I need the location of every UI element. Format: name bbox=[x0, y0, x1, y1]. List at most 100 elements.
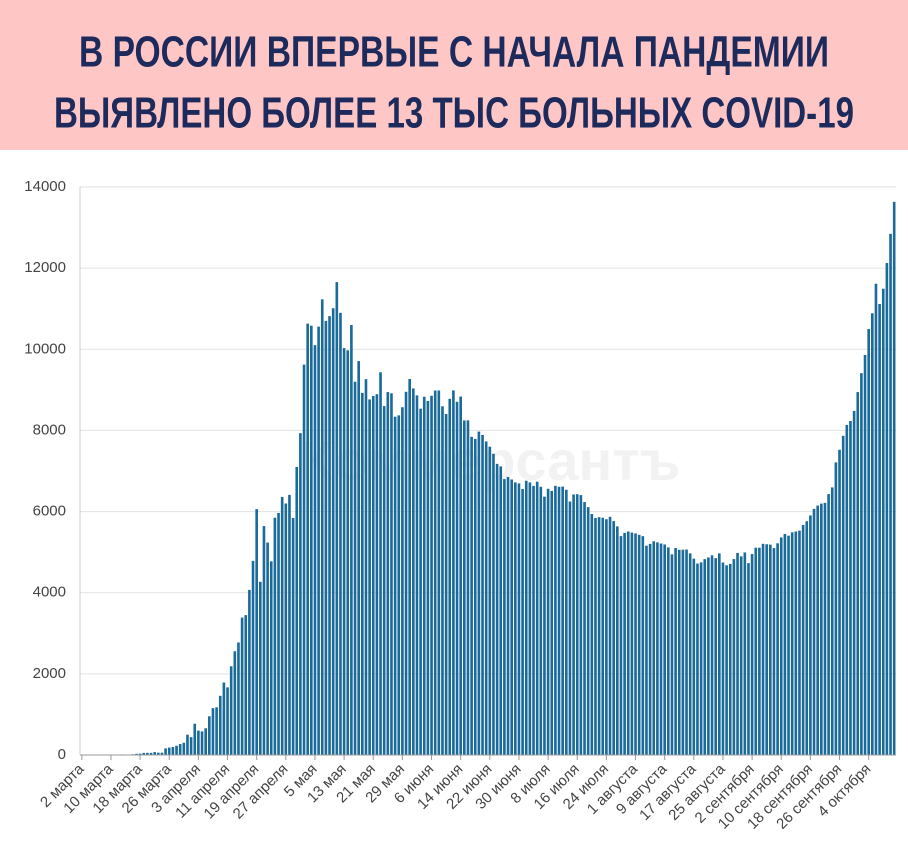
bar bbox=[514, 482, 517, 755]
bar bbox=[790, 532, 794, 755]
bar bbox=[565, 489, 568, 755]
bar bbox=[331, 308, 335, 755]
bar bbox=[677, 549, 681, 755]
bar bbox=[167, 747, 171, 755]
bar bbox=[809, 515, 812, 755]
bar bbox=[335, 282, 339, 755]
bar bbox=[208, 716, 211, 755]
bar bbox=[295, 466, 299, 755]
bar bbox=[244, 615, 248, 755]
bar bbox=[601, 517, 605, 755]
bar bbox=[448, 398, 452, 755]
bar bbox=[667, 547, 670, 755]
bar bbox=[725, 565, 728, 755]
bar bbox=[885, 263, 889, 755]
bar bbox=[350, 325, 353, 755]
bar bbox=[765, 544, 768, 755]
bar bbox=[721, 562, 725, 755]
bar bbox=[543, 496, 546, 755]
bar bbox=[630, 532, 634, 755]
bar bbox=[503, 479, 506, 755]
bar bbox=[641, 536, 645, 755]
bar bbox=[798, 530, 801, 755]
bar bbox=[878, 304, 881, 755]
bar bbox=[149, 752, 153, 755]
bar bbox=[401, 407, 404, 755]
bar bbox=[237, 642, 240, 755]
bar bbox=[404, 391, 408, 755]
bar bbox=[769, 544, 772, 755]
bar bbox=[259, 581, 262, 755]
y-tick-label: 12000 bbox=[24, 259, 66, 276]
bar bbox=[240, 617, 244, 755]
bar bbox=[390, 393, 393, 755]
bar bbox=[415, 395, 419, 755]
bar bbox=[484, 441, 488, 755]
bar bbox=[211, 708, 215, 755]
bar bbox=[444, 414, 448, 755]
bar bbox=[379, 372, 382, 755]
bar bbox=[805, 521, 809, 755]
bar bbox=[248, 589, 251, 755]
bar bbox=[772, 548, 776, 755]
bar bbox=[157, 752, 160, 755]
bar bbox=[867, 329, 870, 755]
bar bbox=[783, 533, 787, 755]
bar bbox=[841, 435, 845, 755]
bar bbox=[688, 553, 692, 755]
bar bbox=[182, 742, 186, 755]
bar bbox=[204, 728, 207, 755]
bar bbox=[754, 547, 758, 755]
bar bbox=[364, 379, 368, 755]
bar bbox=[430, 395, 433, 755]
y-tick-label: 10000 bbox=[24, 340, 66, 357]
bar bbox=[750, 554, 754, 755]
bar bbox=[728, 563, 732, 755]
bar bbox=[229, 666, 233, 755]
bar bbox=[328, 316, 331, 755]
bar bbox=[736, 552, 739, 755]
bar bbox=[346, 350, 350, 755]
bar bbox=[692, 558, 696, 755]
bar bbox=[382, 406, 386, 755]
bar bbox=[320, 299, 324, 755]
bar bbox=[226, 687, 229, 755]
bar bbox=[845, 424, 849, 755]
bar bbox=[273, 517, 277, 755]
bar bbox=[557, 486, 561, 755]
bar bbox=[215, 707, 218, 755]
bar bbox=[284, 503, 288, 755]
bar bbox=[860, 373, 863, 755]
bar bbox=[707, 557, 710, 755]
bar bbox=[605, 519, 608, 755]
bar bbox=[747, 563, 750, 755]
bar bbox=[291, 518, 295, 755]
bar bbox=[339, 312, 342, 755]
bar bbox=[197, 730, 200, 755]
bar bbox=[816, 505, 819, 755]
bar bbox=[342, 348, 346, 755]
bar bbox=[441, 406, 444, 755]
bar bbox=[594, 517, 597, 755]
bar bbox=[393, 416, 397, 755]
bar bbox=[302, 364, 306, 755]
bar bbox=[889, 233, 892, 755]
bar bbox=[528, 482, 532, 755]
bar bbox=[499, 466, 503, 755]
bar bbox=[871, 313, 874, 755]
bar bbox=[743, 552, 747, 755]
bar bbox=[856, 392, 860, 755]
bar bbox=[521, 489, 524, 755]
bar bbox=[827, 494, 830, 755]
bar bbox=[408, 378, 411, 755]
bar bbox=[175, 745, 178, 755]
bar bbox=[776, 543, 779, 755]
bar bbox=[357, 361, 360, 755]
bar bbox=[612, 521, 615, 755]
bar bbox=[386, 392, 390, 755]
bar bbox=[590, 514, 594, 755]
y-tick-label: 6000 bbox=[33, 503, 66, 520]
bar bbox=[699, 562, 703, 755]
bar bbox=[794, 531, 798, 755]
bar bbox=[696, 563, 699, 755]
